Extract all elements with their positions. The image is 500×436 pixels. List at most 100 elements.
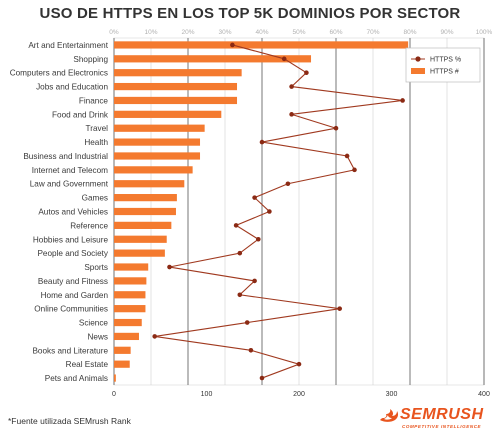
data-point: [285, 181, 291, 187]
data-point: [167, 264, 172, 270]
bar: [114, 110, 222, 118]
bar: [114, 346, 131, 354]
data-point: [237, 292, 243, 298]
legend-label-count: HTTPS #: [430, 69, 459, 76]
bar: [114, 207, 176, 216]
data-point: [230, 42, 235, 48]
top-tick-label: 20%: [181, 29, 194, 36]
category-label: Pets and Animals: [45, 374, 108, 383]
top-tick-label: 90%: [440, 29, 453, 36]
bar: [114, 318, 142, 327]
category-label: Autos and Vehicles: [38, 208, 108, 217]
legend-label-percent: HTTPS %: [430, 57, 461, 64]
top-tick-label: 80%: [403, 29, 416, 36]
bar: [114, 249, 165, 257]
category-label: Finance: [79, 96, 109, 105]
bar: [114, 235, 167, 243]
bar: [114, 96, 238, 105]
brand-name: SEMRUSH: [400, 406, 484, 423]
data-point: [337, 306, 343, 311]
top-tick-label: 30%: [218, 29, 231, 36]
data-point: [296, 361, 302, 367]
data-point: [289, 112, 294, 117]
data-point: [281, 56, 287, 62]
top-tick-label: 60%: [329, 29, 342, 36]
data-point: [267, 209, 272, 214]
semrush-logo: SEMRUSH COMPETITIVE INTELLIGENCE: [378, 406, 490, 432]
category-label: Travel: [86, 124, 109, 133]
category-label: Jobs and Education: [36, 83, 108, 92]
data-point: [252, 195, 257, 200]
category-label: Books and Literature: [32, 346, 108, 355]
top-tick-label: 70%: [366, 29, 379, 36]
bar: [114, 55, 312, 63]
data-point: [244, 320, 250, 325]
category-label: Computers and Electronics: [10, 69, 108, 78]
legend-box: [405, 47, 481, 83]
bottom-tick-label: 100: [201, 391, 213, 398]
category-label: Law and Government: [30, 180, 109, 189]
category-label: Shopping: [73, 55, 108, 64]
data-point: [152, 334, 157, 339]
bar: [114, 41, 409, 49]
data-point: [248, 348, 254, 353]
data-point: [333, 125, 339, 131]
data-point: [255, 236, 261, 242]
category-label: Home and Garden: [41, 291, 109, 300]
brand-tagline: COMPETITIVE INTELLIGENCE: [402, 424, 482, 429]
category-label: People and Society: [37, 249, 108, 258]
bar: [114, 263, 149, 271]
top-tick-label: 40%: [255, 29, 268, 36]
data-point: [259, 139, 265, 145]
category-label: Online Communities: [34, 305, 108, 314]
bottom-tick-label: 200: [293, 391, 305, 398]
category-label: Beauty and Fitness: [38, 277, 108, 286]
bottom-tick-label: 300: [386, 391, 398, 398]
category-label: Reference: [70, 221, 108, 230]
data-point: [233, 223, 239, 228]
data-point: [259, 375, 265, 381]
bar: [114, 360, 130, 368]
bar: [114, 69, 242, 77]
top-tick-label: 10%: [144, 29, 157, 36]
bar: [114, 291, 146, 299]
category-label: Business and Industrial: [23, 152, 108, 161]
flame-icon: [380, 409, 399, 422]
category-label: Health: [84, 138, 108, 147]
bar: [114, 194, 177, 202]
legend-point-swatch: [415, 56, 421, 62]
category-label: Internet and Telecom: [32, 166, 108, 175]
bar: [114, 221, 172, 229]
bar: [114, 332, 139, 341]
bottom-tick-label: 400: [478, 391, 490, 398]
category-label: Games: [82, 194, 108, 203]
top-tick-label: 100%: [476, 29, 493, 36]
footnote: *Fuente utilizada SEMrush Rank: [8, 416, 131, 426]
bar: [114, 374, 116, 382]
category-label: Real Estate: [66, 360, 109, 369]
category-label: Hobbies and Leisure: [33, 235, 109, 244]
category-label: Food and Drink: [52, 110, 109, 119]
data-point: [344, 153, 350, 159]
data-point: [304, 70, 309, 75]
bar: [114, 124, 205, 132]
chart-title: USO DE HTTPS EN LOS TOP 5K DOMINIOS POR …: [39, 5, 461, 22]
bar: [114, 305, 146, 313]
category-label: Art and Entertainment: [28, 41, 108, 50]
top-tick-label: 50%: [292, 29, 305, 36]
bar: [114, 180, 185, 188]
data-point: [252, 278, 257, 284]
bar: [114, 82, 238, 91]
bar: [114, 152, 201, 160]
bar: [114, 166, 193, 174]
data-point: [400, 98, 405, 103]
legend-bar-swatch: [411, 68, 425, 74]
category-label: Sports: [84, 263, 108, 272]
category-label: Science: [79, 319, 109, 328]
data-point: [237, 250, 243, 256]
top-tick-label: 0%: [109, 29, 119, 36]
category-label: News: [88, 332, 108, 341]
https-percent-line: [154, 44, 403, 379]
